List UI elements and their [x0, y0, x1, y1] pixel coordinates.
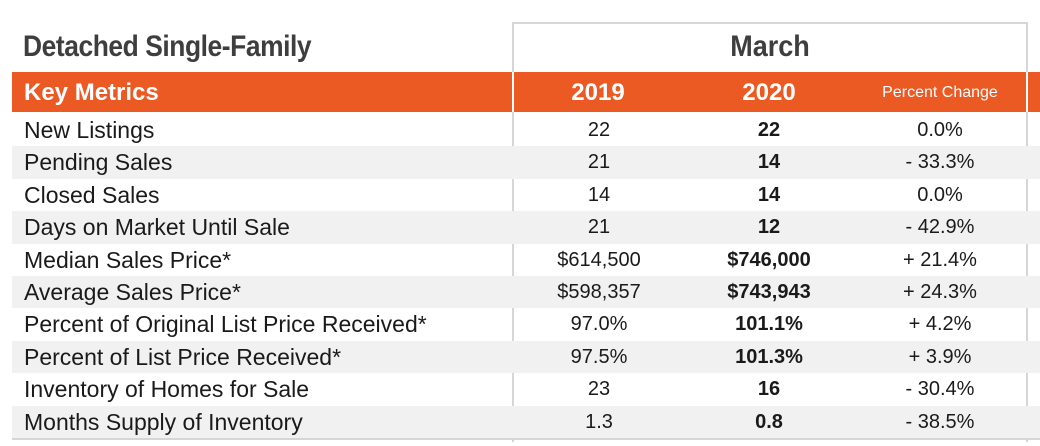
value-2020: 22: [757, 119, 781, 141]
percent-change-value: + 4.2%: [908, 313, 972, 336]
value-2019: 22: [587, 119, 611, 141]
table-bottom-border: [12, 438, 1040, 440]
table-row: Median Sales Price* $614,500 $746,000 + 21.…: [12, 244, 1040, 276]
value-2020: 12: [757, 216, 781, 239]
title-row: Detached Single-Family March: [0, 22, 1040, 72]
value-2019: $598,357: [557, 280, 641, 303]
value-2020: 101.1%: [735, 313, 803, 336]
table-row: Inventory of Homes for Sale 23 16 - 30.4%: [12, 373, 1040, 405]
percent-change-value: + 3.9%: [908, 345, 972, 368]
metric-label: Average Sales Price*: [24, 278, 241, 305]
value-2019: $614,500: [557, 248, 641, 271]
table-row: New Listings 22 22 0.0%: [12, 114, 1040, 146]
metric-label: Percent of List Price Received*: [24, 343, 342, 370]
table-row: Percent of Original List Price Received*…: [12, 308, 1040, 340]
header-year-2019: 2019: [571, 79, 625, 106]
header-key-metrics: Key Metrics: [24, 79, 159, 106]
metric-label: Days on Market Until Sale: [24, 214, 290, 241]
percent-change-value: 0.0%: [917, 183, 963, 206]
value-2020: 0.8: [755, 410, 783, 433]
period-label: March: [730, 30, 810, 63]
value-2020: 101.3%: [735, 345, 803, 368]
value-2020: 14: [757, 183, 781, 206]
value-2019: 97.5%: [570, 345, 628, 368]
report-title: Detached Single-Family: [23, 30, 312, 63]
percent-change-value: + 21.4%: [903, 248, 977, 271]
header-year-2020: 2020: [742, 79, 796, 106]
metric-label: Percent of Original List Price Received*: [24, 311, 427, 338]
table-row: Days on Market Until Sale 21 12 - 42.9%: [12, 211, 1040, 244]
value-2020: $743,943: [727, 280, 811, 303]
value-2019: 23: [587, 378, 611, 401]
metric-label: Closed Sales: [24, 181, 160, 208]
header-percent-change: Percent Change: [882, 84, 998, 101]
table-row: Average Sales Price* $598,357 $743,943 + 24…: [12, 275, 1040, 309]
percent-change-value: - 30.4%: [905, 378, 975, 401]
percent-change-value: - 42.9%: [905, 216, 975, 239]
table-header: Key Metrics 2019 2020 Percent Change: [12, 72, 1040, 112]
table-row: Pending Sales 21 14 - 33.3%: [12, 146, 1040, 179]
table-body: New Listings 22 22 0.0% Pending Sales 21 14 - 3…: [12, 114, 1040, 438]
value-2019: 97.0%: [570, 313, 628, 336]
value-2019: 21: [587, 216, 611, 239]
percent-change-value: + 24.3%: [903, 280, 977, 303]
value-2019: 1.3: [585, 410, 613, 433]
percent-change-value: 0.0%: [917, 119, 963, 141]
metric-label: Pending Sales: [24, 149, 173, 176]
metric-label: New Listings: [24, 117, 155, 143]
value-2020: 16: [757, 378, 781, 401]
metric-label: Months Supply of Inventory: [24, 408, 303, 435]
metric-label: Inventory of Homes for Sale: [24, 376, 310, 403]
value-2020: 14: [757, 151, 781, 174]
table-row: Percent of List Price Received* 97.5% 101.…: [12, 340, 1040, 374]
period-top-border: [512, 22, 1028, 24]
value-2019: 21: [587, 151, 611, 174]
header-divider: [512, 72, 514, 112]
header-divider: [1026, 72, 1028, 112]
percent-change-value: - 38.5%: [905, 410, 975, 433]
value-2019: 14: [587, 183, 611, 206]
metric-label: Median Sales Price*: [24, 246, 232, 273]
table-row: Closed Sales 14 14 0.0%: [12, 179, 1040, 211]
value-2020: $746,000: [727, 248, 811, 271]
percent-change-value: - 33.3%: [905, 151, 975, 174]
table-row: Months Supply of Inventory 1.3 0.8 - 38.5%: [12, 405, 1040, 438]
